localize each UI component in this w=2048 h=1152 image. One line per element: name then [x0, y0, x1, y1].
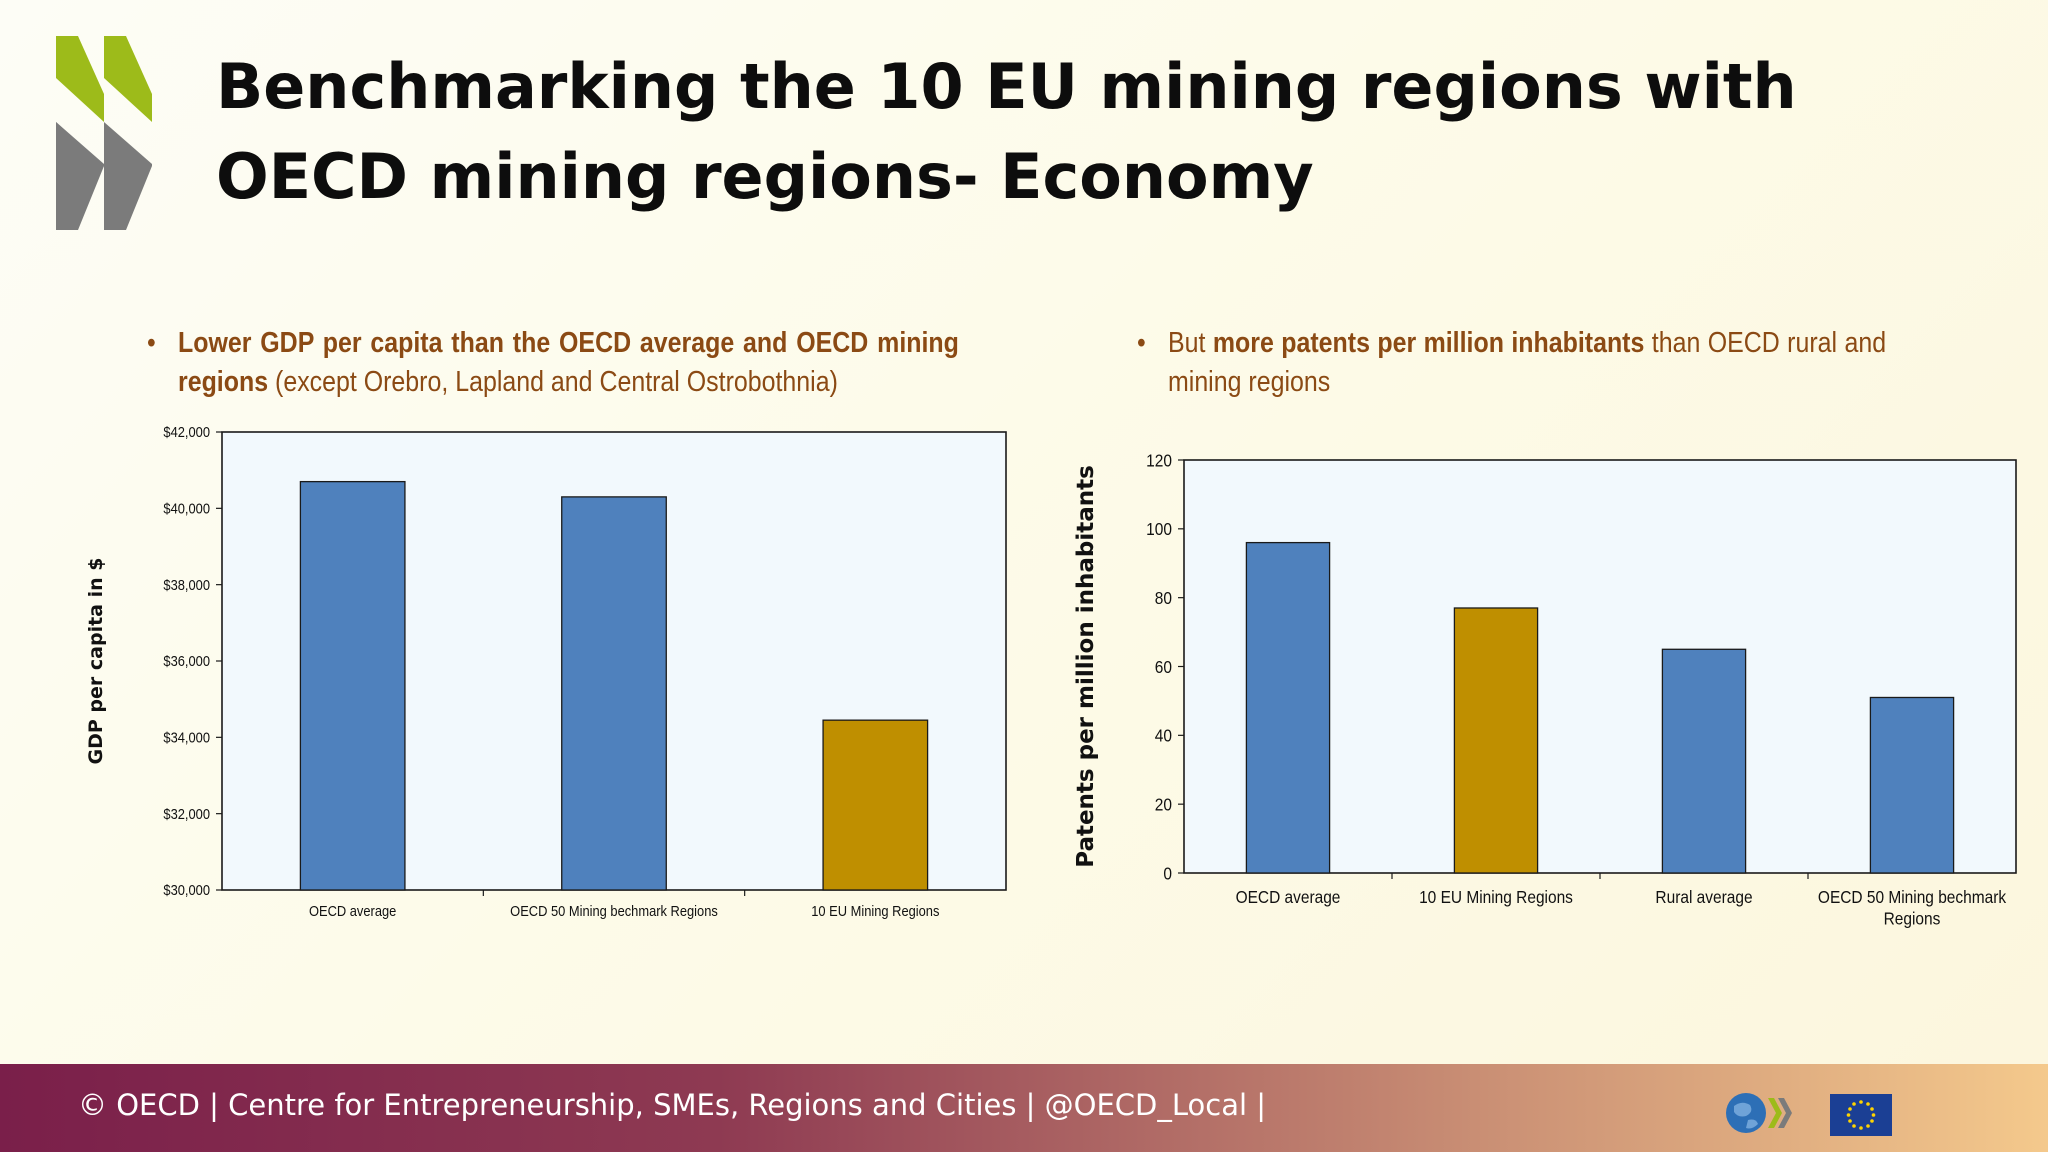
y-tick-label: $36,000 [163, 652, 210, 669]
bullet-right-pre: But [1168, 327, 1213, 359]
x-tick-label: OECD 50 Mining bechmark Regions [510, 902, 718, 919]
oecd-globe-icon [1726, 1093, 1792, 1133]
slide-title: Benchmarking the 10 EU mining regions wi… [216, 50, 1797, 213]
eu-flag-icon [1830, 1094, 1892, 1136]
bullet-left-bold: Lower GDP per capita than the OECD avera… [178, 327, 959, 398]
y-tick-label: $42,000 [163, 423, 210, 440]
y-axis-title: GDP per capita in $ [85, 558, 107, 765]
y-tick-label: 100 [1146, 519, 1172, 539]
x-tick-label: 10 EU Mining Regions [1419, 887, 1573, 907]
bar [561, 496, 667, 891]
x-tick-label: Rural average [1655, 887, 1752, 907]
oecd-chevron-logo-icon [56, 36, 152, 230]
y-tick-label: 20 [1155, 794, 1172, 814]
bar [822, 719, 929, 891]
bullet-left: • Lower GDP per capita than the OECD aver… [147, 324, 959, 402]
x-tick-label: 10 EU Mining Regions [811, 902, 939, 919]
footer-bar: © OECD | Centre for Entrepreneurship, SM… [0, 1064, 2048, 1152]
footer-text: © OECD | Centre for Entrepreneurship, SM… [78, 1088, 1267, 1122]
y-tick-label: 60 [1155, 657, 1172, 677]
y-tick-label: 40 [1155, 726, 1172, 746]
bar [1661, 648, 1747, 874]
bar [1453, 607, 1539, 874]
y-tick-label: 0 [1163, 863, 1172, 883]
bullet-left-normal: (except Orebro, Lapland and Central Ostr… [268, 366, 838, 398]
y-tick-label: 120 [1146, 450, 1172, 470]
bar [1869, 696, 1955, 874]
x-tick-label: OECD average [309, 902, 397, 919]
bar [1245, 541, 1331, 874]
patents-chart: 0 20 40 60 80 100 120 OECD average 10 EU Mining … [1073, 450, 2017, 929]
y-tick-label: $30,000 [163, 881, 210, 898]
y-tick-label: $32,000 [163, 805, 210, 822]
x-tick-label: OECD average [1236, 887, 1341, 907]
bar [299, 480, 406, 891]
y-tick-label: $38,000 [163, 576, 210, 593]
bullet-right-normal: than OECD rural and mining regions [1168, 327, 1887, 398]
x-tick-label: OECD 50 Mining bechmark Regions [1818, 887, 2007, 929]
bullet-dot-icon: • [1137, 327, 1146, 359]
bullet-right: • But more patents per million inhabitant… [1137, 324, 1887, 402]
y-axis-title: Patents per million inhabitants [1073, 465, 1099, 868]
gdp-chart: $30,000 $32,000 $34,000 $36,000 $38,000 $40,0… [85, 423, 1007, 919]
y-tick-label: $34,000 [163, 729, 210, 746]
y-tick-label: $40,000 [163, 500, 210, 517]
y-tick-label: 80 [1155, 588, 1172, 608]
bullet-dot-icon: • [147, 327, 156, 359]
bullet-right-bold: more patents per million inhabitants [1212, 327, 1645, 359]
